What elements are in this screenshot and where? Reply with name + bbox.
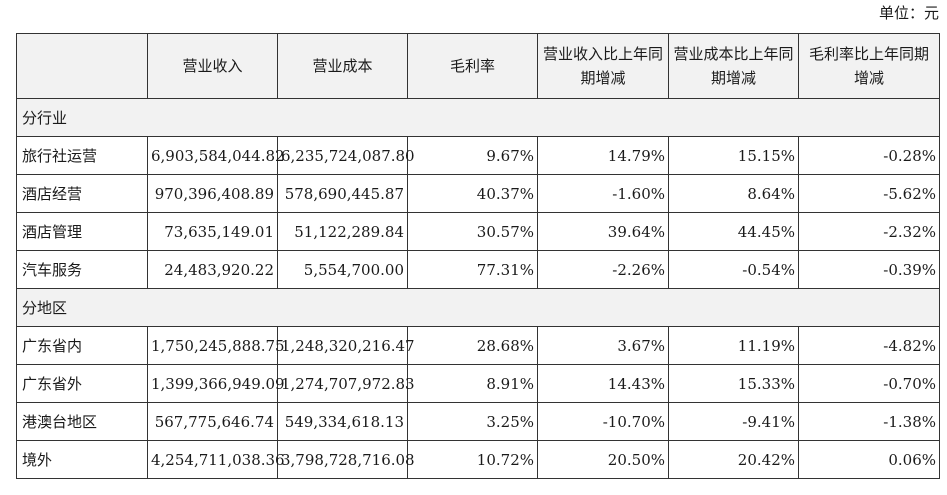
row-label: 广东省内: [16, 326, 148, 365]
revenue-change-cell: 39.64%: [537, 212, 669, 251]
cost-cell: 51,122,289.84: [277, 212, 408, 251]
cost-cell: 5,554,700.00: [277, 250, 408, 289]
revenue-cell: 6,903,584,044.82: [147, 136, 285, 175]
revenue-cell: 567,775,646.74: [147, 402, 278, 441]
table-row: 酒店管理 73,635,149.01 51,122,289.84 30.57% 39.6…: [16, 212, 940, 251]
cost-cell: 549,334,618.13: [277, 402, 408, 441]
section-title: 分行业: [16, 98, 940, 137]
section-title: 分地区: [16, 288, 940, 327]
table-row: 汽车服务 24,483,920.22 5,554,700.00 77.31% -2.26…: [16, 250, 940, 289]
revenue-change-cell: -1.60%: [537, 174, 669, 213]
margin-change-cell: -1.38%: [798, 402, 940, 441]
cost-change-cell: -9.41%: [668, 402, 799, 441]
financial-table: 营业收入 营业成本 毛利率 营业收入比上年同期增减 营业成本比上年同期增减 毛利…: [16, 33, 940, 479]
margin-cell: 28.68%: [407, 326, 538, 365]
margin-change-cell: -4.82%: [798, 326, 940, 365]
row-label: 酒店管理: [16, 212, 148, 251]
unit-label: 单位：元: [878, 4, 939, 22]
table-row: 酒店经营 970,396,408.89 578,690,445.87 40.37% -1…: [16, 174, 940, 213]
row-label: 港澳台地区: [16, 402, 148, 441]
cost-change-cell: 20.42%: [668, 440, 799, 479]
table-row: 广东省外 1,399,366,949.09 1,274,707,972.83 8.91…: [16, 364, 940, 403]
table-row: 港澳台地区 567,775,646.74 549,334,618.13 3.25% -1…: [16, 402, 940, 441]
table-row: 旅行社运营 6,903,584,044.82 6,235,724,087.80 9.6…: [16, 136, 940, 175]
cost-cell: 6,235,724,087.80: [277, 136, 415, 175]
header-revenue-change: 营业收入比上年同期增减: [537, 33, 669, 99]
cost-cell: 578,690,445.87: [277, 174, 408, 213]
cost-change-cell: 8.64%: [668, 174, 799, 213]
margin-cell: 10.72%: [407, 440, 538, 479]
section-header-row: 分地区: [16, 288, 940, 327]
margin-change-cell: -5.62%: [798, 174, 940, 213]
header-cost: 营业成本: [277, 33, 408, 99]
row-label: 酒店经营: [16, 174, 148, 213]
margin-cell: 30.57%: [407, 212, 538, 251]
section-header-row: 分行业: [16, 98, 940, 137]
cost-change-cell: 15.33%: [668, 364, 799, 403]
table-row: 境外 4,254,711,038.36 3,798,728,716.08 10.72%…: [16, 440, 940, 479]
cost-change-cell: 15.15%: [668, 136, 799, 175]
margin-cell: 9.67%: [407, 136, 538, 175]
cost-change-cell: -0.54%: [668, 250, 799, 289]
revenue-cell: 1,399,366,949.09: [147, 364, 285, 403]
margin-change-cell: -0.39%: [798, 250, 940, 289]
revenue-cell: 4,254,711,038.36: [147, 440, 285, 479]
revenue-change-cell: 3.67%: [537, 326, 669, 365]
revenue-cell: 73,635,149.01: [147, 212, 278, 251]
cost-cell: 3,798,728,716.08: [277, 440, 415, 479]
margin-change-cell: -0.70%: [798, 364, 940, 403]
header-row: 营业收入 营业成本 毛利率 营业收入比上年同期增减 营业成本比上年同期增减 毛利…: [16, 33, 940, 99]
row-label: 境外: [16, 440, 148, 479]
margin-cell: 8.91%: [407, 364, 538, 403]
margin-cell: 40.37%: [407, 174, 538, 213]
header-margin: 毛利率: [407, 33, 538, 99]
margin-cell: 3.25%: [407, 402, 538, 441]
margin-change-cell: -2.32%: [798, 212, 940, 251]
revenue-cell: 970,396,408.89: [147, 174, 278, 213]
revenue-cell: 1,750,245,888.75: [147, 326, 285, 365]
revenue-change-cell: -2.26%: [537, 250, 669, 289]
margin-change-cell: 0.06%: [798, 440, 940, 479]
cost-change-cell: 44.45%: [668, 212, 799, 251]
revenue-change-cell: 14.79%: [537, 136, 669, 175]
revenue-cell: 24,483,920.22: [147, 250, 278, 289]
revenue-change-cell: 20.50%: [537, 440, 669, 479]
cost-change-cell: 11.19%: [668, 326, 799, 365]
header-cell-blank: [16, 33, 148, 99]
margin-cell: 77.31%: [407, 250, 538, 289]
header-cost-change: 营业成本比上年同期增减: [668, 33, 799, 99]
header-revenue: 营业收入: [147, 33, 278, 99]
revenue-change-cell: -10.70%: [537, 402, 669, 441]
cost-cell: 1,248,320,216.47: [277, 326, 415, 365]
row-label: 广东省外: [16, 364, 148, 403]
margin-change-cell: -0.28%: [798, 136, 940, 175]
row-label: 汽车服务: [16, 250, 148, 289]
header-margin-change: 毛利率比上年同期增减: [798, 33, 940, 99]
revenue-change-cell: 14.43%: [537, 364, 669, 403]
row-label: 旅行社运营: [16, 136, 148, 175]
table-row: 广东省内 1,750,245,888.75 1,248,320,216.47 28.6…: [16, 326, 940, 365]
cost-cell: 1,274,707,972.83: [277, 364, 415, 403]
